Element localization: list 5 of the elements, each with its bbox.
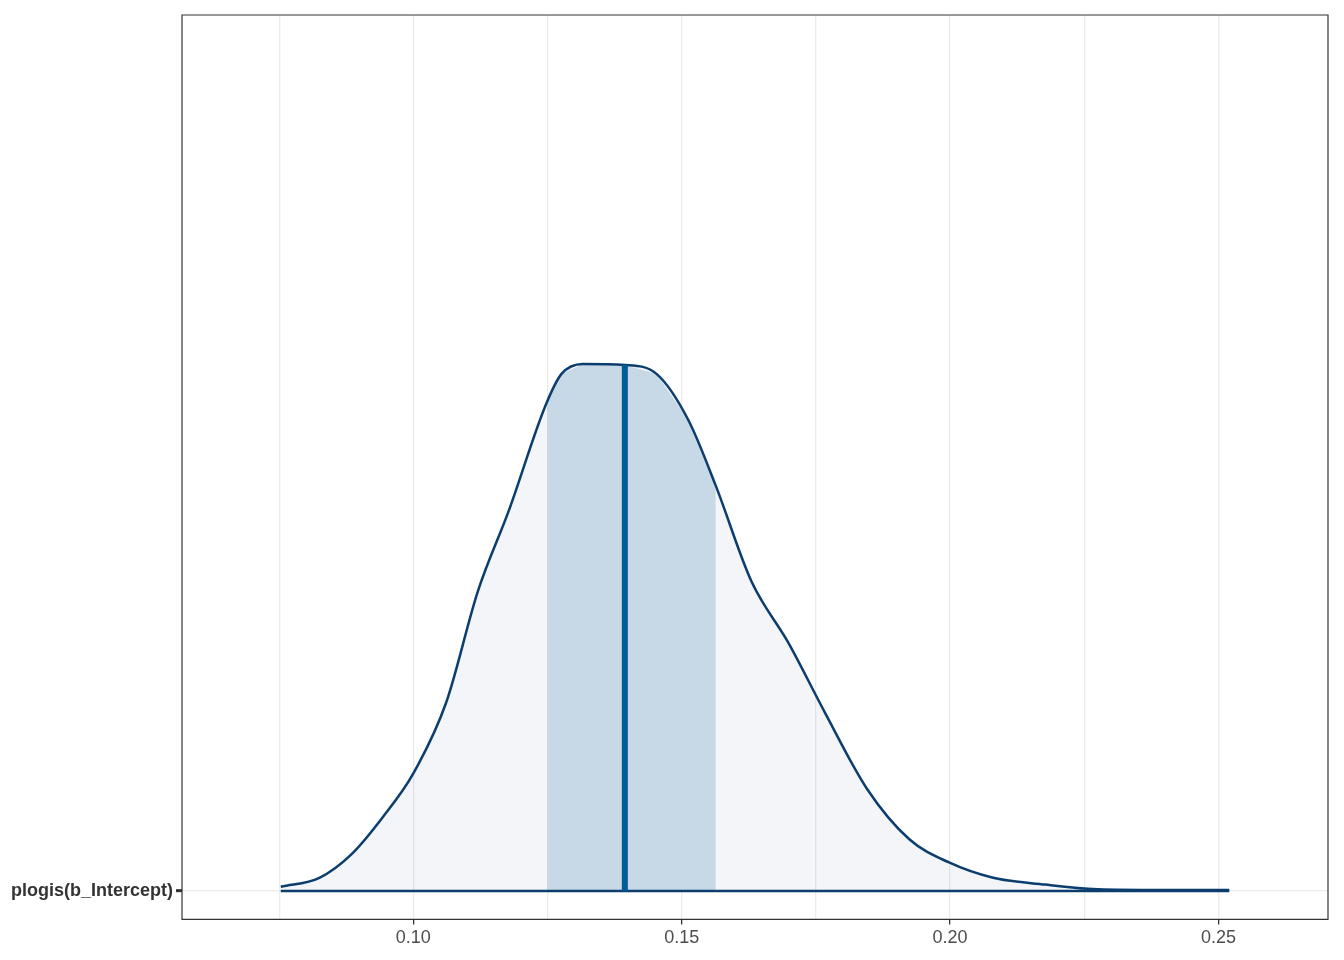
text: plogis(b_Intercept) — [10, 879, 174, 900]
x-tick-label: 0.15 — [664, 927, 700, 948]
x-tick-label: 0.25 — [1200, 927, 1237, 948]
x-tick-label: 0.20 — [932, 927, 968, 948]
x-tick-label: 0.10 — [395, 927, 431, 948]
